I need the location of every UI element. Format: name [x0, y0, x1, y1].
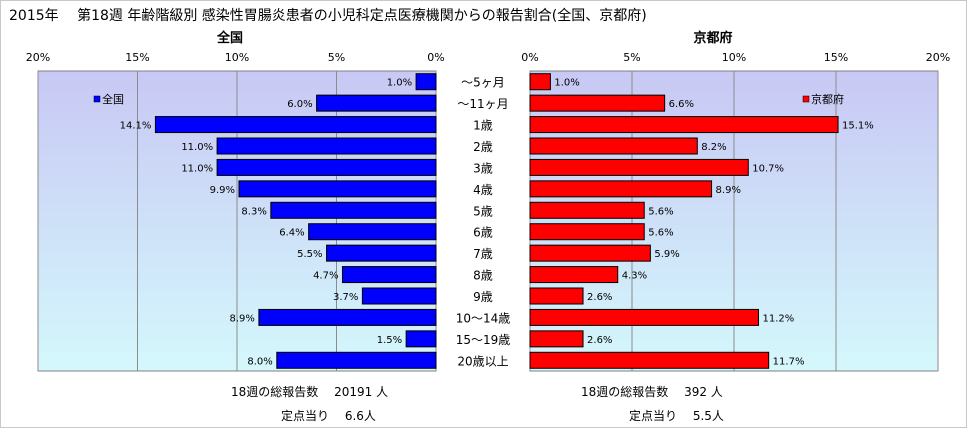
data-label: 8.9% — [229, 313, 254, 324]
panel-heading: 全国 — [216, 30, 243, 46]
data-label: 5.6% — [648, 228, 673, 239]
x-tick-label: 5% — [623, 51, 640, 64]
bar-kyoto — [529, 201, 645, 219]
category-label: 5歳 — [473, 204, 493, 218]
category-label: 9歳 — [473, 290, 493, 304]
data-label: 2.6% — [587, 335, 612, 346]
data-label: 8.0% — [247, 356, 272, 367]
bar-kyoto — [529, 180, 713, 198]
bar-national — [154, 116, 437, 134]
category-label: 10～14歳 — [456, 311, 511, 325]
category-label: 8歳 — [473, 269, 493, 283]
category-label: 1歳 — [473, 119, 493, 133]
data-label: 11.7% — [773, 356, 805, 367]
x-tick-label: 20% — [926, 51, 950, 64]
bar-kyoto — [529, 308, 759, 326]
bar-national — [341, 266, 437, 284]
x-tick-label: 15% — [125, 51, 149, 64]
data-label: 4.3% — [622, 271, 647, 282]
bar-kyoto — [529, 330, 584, 348]
bar-kyoto — [529, 266, 619, 284]
x-tick-label: 20% — [26, 51, 50, 64]
x-tick-label: 5% — [328, 51, 345, 64]
bar-national — [405, 330, 437, 348]
bar-kyoto — [529, 223, 645, 241]
category-label: 6歳 — [473, 226, 493, 240]
data-label: 10.7% — [752, 163, 784, 174]
legend-label: 京都府 — [811, 92, 844, 106]
bar-kyoto — [529, 73, 551, 91]
data-label: 8.9% — [716, 185, 741, 196]
data-label: 2.6% — [587, 292, 612, 303]
data-label: 5.6% — [648, 206, 673, 217]
data-label: 6.6% — [669, 99, 694, 110]
category-label: ～5ヶ月 — [461, 76, 505, 90]
legend-label: 全国 — [102, 92, 124, 106]
chart-title: 2015年 第18週 年齢階級別 感染性胃腸炎患者の小児科定点医療機関からの報告… — [9, 7, 647, 24]
data-label: 1.5% — [377, 335, 402, 346]
data-label: 9.9% — [210, 185, 235, 196]
national-per-site: 定点当り 6.6人 — [281, 408, 376, 423]
legend-swatch — [93, 95, 101, 103]
data-label: 5.5% — [297, 249, 322, 260]
bar-kyoto — [529, 94, 666, 112]
category-label: 2歳 — [473, 140, 493, 154]
bar-national — [308, 223, 437, 241]
data-label: 11.0% — [181, 163, 213, 174]
category-label: 4歳 — [473, 183, 493, 197]
data-label: 6.4% — [279, 228, 304, 239]
data-label: 6.0% — [287, 99, 312, 110]
x-tick-label: 10% — [225, 51, 249, 64]
bar-national — [316, 94, 437, 112]
bar-kyoto — [529, 137, 698, 155]
data-label: 15.1% — [842, 121, 874, 132]
category-label: 15～19歳 — [456, 333, 511, 347]
data-label: 1.0% — [387, 78, 412, 89]
bar-national — [216, 158, 437, 176]
x-tick-label: 0% — [427, 51, 444, 64]
bar-national — [276, 351, 437, 369]
bar-kyoto — [529, 287, 584, 305]
bar-kyoto — [529, 351, 770, 369]
national-total-reports: 18週の総報告数 20191 人 — [231, 384, 388, 399]
data-label: 11.2% — [762, 313, 794, 324]
bar-kyoto — [529, 158, 749, 176]
bar-national — [216, 137, 437, 155]
bar-national — [326, 244, 437, 262]
x-tick-label: 0% — [521, 51, 538, 64]
bar-kyoto — [529, 244, 651, 262]
bar-national — [238, 180, 437, 198]
category-label: ～11ヶ月 — [457, 97, 508, 111]
data-label: 14.1% — [120, 121, 152, 132]
data-label: 8.2% — [701, 142, 726, 153]
legend-swatch — [802, 95, 810, 103]
x-tick-label: 15% — [824, 51, 848, 64]
data-label: 1.0% — [554, 78, 579, 89]
bar-national — [361, 287, 437, 305]
category-label: 20歳以上 — [457, 354, 508, 368]
data-label: 11.0% — [181, 142, 213, 153]
data-label: 3.7% — [333, 292, 358, 303]
kyoto-total-reports: 18週の総報告数 392 人 — [581, 384, 723, 399]
category-label: 7歳 — [473, 247, 493, 261]
bar-national — [415, 73, 437, 91]
data-label: 4.7% — [313, 271, 338, 282]
data-label: 5.9% — [654, 249, 679, 260]
bar-kyoto — [529, 116, 839, 134]
x-tick-label: 10% — [722, 51, 746, 64]
data-label: 8.3% — [241, 206, 266, 217]
category-label: 3歳 — [473, 161, 493, 175]
kyoto-per-site: 定点当り 5.5人 — [629, 408, 724, 423]
bar-national — [270, 201, 437, 219]
panel-heading: 京都府 — [693, 30, 732, 46]
bar-national — [258, 308, 437, 326]
